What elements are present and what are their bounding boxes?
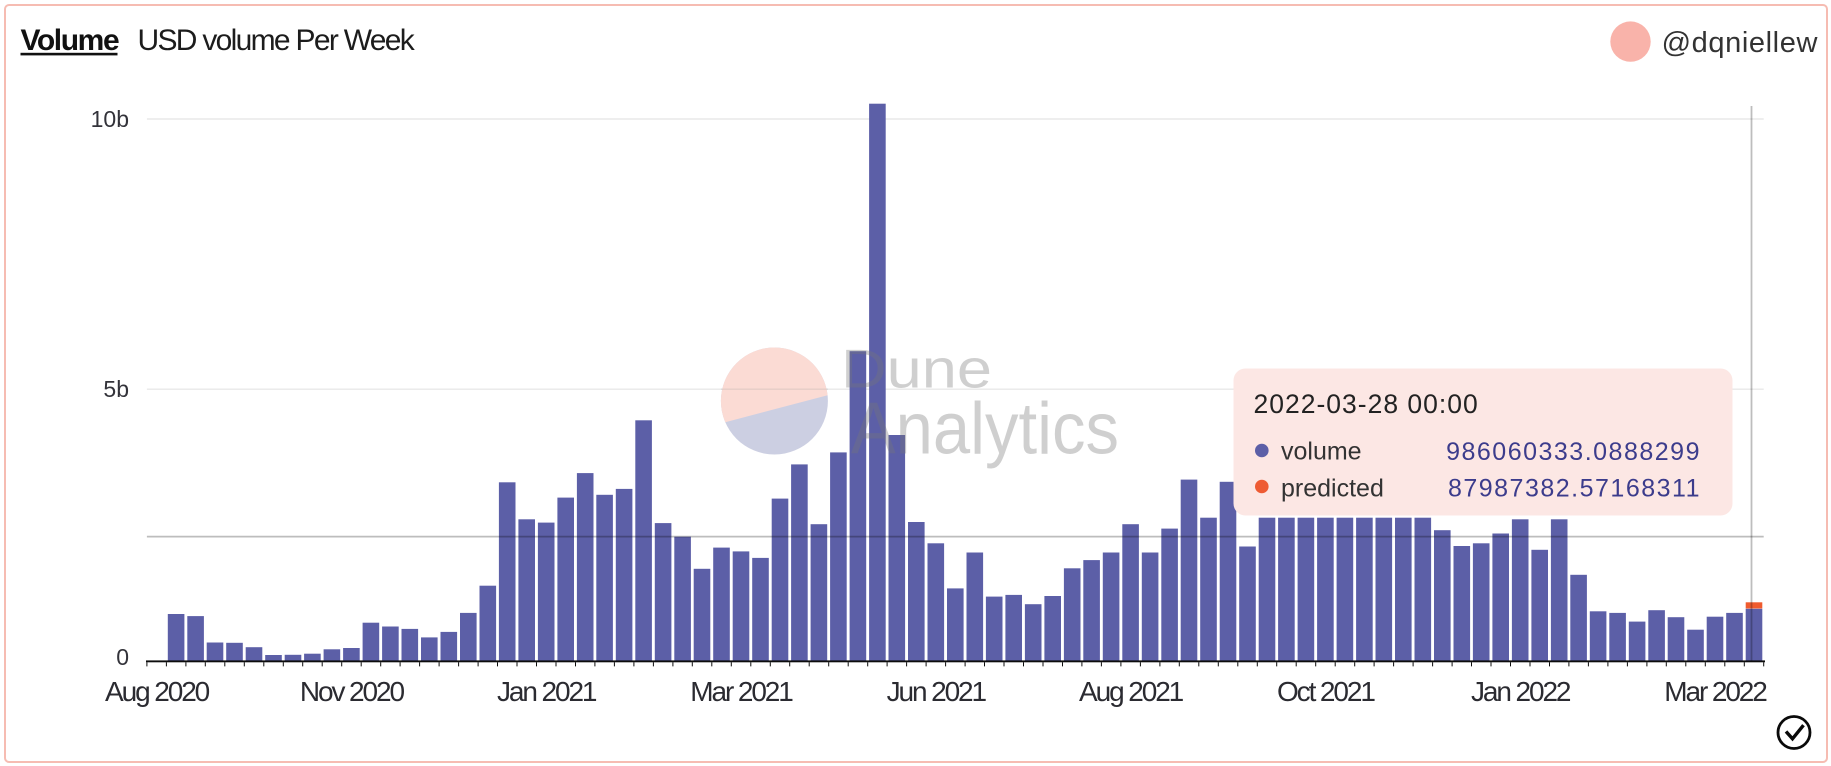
- svg-text:87987382.57168311: 87987382.57168311: [1448, 475, 1701, 503]
- svg-text:986060333.0888299: 986060333.0888299: [1446, 438, 1701, 466]
- svg-text:10b: 10b: [91, 106, 129, 132]
- svg-text:Nov 2020: Nov 2020: [300, 676, 405, 707]
- svg-text:2022-03-28 00:00: 2022-03-28 00:00: [1254, 389, 1479, 419]
- svg-text:Jan 2021: Jan 2021: [497, 676, 597, 707]
- svg-text:volume: volume: [1281, 438, 1362, 466]
- svg-text:Mar 2021: Mar 2021: [690, 676, 793, 707]
- svg-text:Mar 2022: Mar 2022: [1664, 676, 1767, 707]
- svg-text:Aug 2021: Aug 2021: [1079, 676, 1184, 707]
- svg-text:Oct 2021: Oct 2021: [1277, 676, 1375, 707]
- svg-text:Jan 2022: Jan 2022: [1471, 676, 1571, 707]
- svg-text:USD volume Per Week: USD volume Per Week: [138, 24, 416, 57]
- svg-text:predicted: predicted: [1281, 474, 1384, 502]
- svg-text:Jun 2021: Jun 2021: [887, 676, 987, 707]
- svg-text:Volume: Volume: [21, 24, 119, 57]
- svg-text:@dqniellew: @dqniellew: [1662, 27, 1819, 59]
- svg-text:0: 0: [116, 644, 129, 670]
- svg-text:Aug 2020: Aug 2020: [105, 676, 210, 707]
- svg-text:Dune: Dune: [841, 338, 992, 400]
- svg-text:Analytics: Analytics: [851, 389, 1119, 470]
- svg-text:5b: 5b: [103, 376, 129, 402]
